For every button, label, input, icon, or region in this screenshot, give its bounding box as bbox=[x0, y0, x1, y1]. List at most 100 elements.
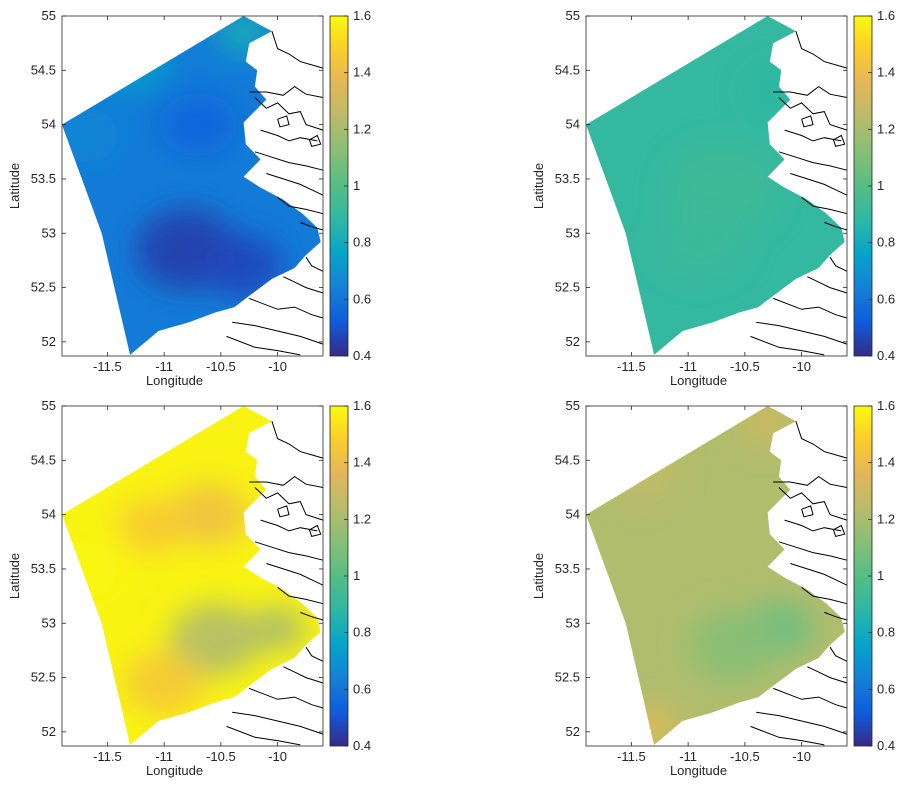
x-axis-label-2: Longitude bbox=[670, 373, 727, 388]
colorbar-tick-label-1: 1.6 bbox=[353, 8, 371, 23]
heatmap-pattern-3-5 bbox=[118, 498, 187, 553]
heatmap-pattern-3-1 bbox=[169, 603, 261, 676]
colorbar-2: 0.4 0.6 0.8 1 1.2 1.4 1.6 bbox=[853, 8, 895, 363]
colorbar-tick-label-2: 1.6 bbox=[877, 8, 895, 23]
x-tick-label-1: -11 bbox=[155, 359, 173, 374]
colorbar-tick-label-4: 0.4 bbox=[877, 738, 895, 753]
colorbar-tick-label-4: 0.8 bbox=[877, 625, 895, 640]
y-tick-label-1: 55 bbox=[42, 8, 56, 23]
colorbar-tick-label-3: 1.6 bbox=[353, 398, 371, 413]
y-tick-label-3: 52.5 bbox=[31, 670, 56, 685]
y-tick-label-3: 53 bbox=[42, 615, 56, 630]
axes-frame-2 bbox=[585, 15, 848, 357]
y-tick-label-2: 52.5 bbox=[555, 280, 580, 295]
colorbar-3: 0.4 0.6 0.8 1 1.2 1.4 1.6 bbox=[329, 398, 371, 753]
y-tick-label-2: 54 bbox=[566, 117, 580, 132]
coastline-4 bbox=[750, 421, 848, 746]
y-tick-label-2: 53 bbox=[566, 225, 580, 240]
colorbar-tick-label-4: 1.2 bbox=[877, 511, 895, 526]
y-tick-label-4: 52.5 bbox=[555, 670, 580, 685]
colorbar-tick-label-4: 1.4 bbox=[877, 455, 895, 470]
y-tick-label-4: 53 bbox=[566, 615, 580, 630]
coastline-3 bbox=[226, 421, 324, 746]
x-tick-label-1: -11.5 bbox=[93, 359, 122, 374]
colorbar-tick-label-1: 1.2 bbox=[353, 121, 371, 136]
panel-2: -11.5 -11 -10.5 -10 52 52.5 53 53.5 54 54.5 55 Long… bbox=[531, 8, 895, 388]
y-tick-label-1: 54 bbox=[42, 117, 56, 132]
y-tick-label-3: 54.5 bbox=[31, 452, 56, 467]
heatmap-pattern-4-2 bbox=[688, 608, 779, 682]
x-tick-label-4: -10 bbox=[792, 749, 811, 764]
y-tick-label-1: 54.5 bbox=[31, 62, 56, 77]
colorbar-tick-label-4: 1.6 bbox=[877, 398, 895, 413]
heatmap-pattern-1-4 bbox=[90, 27, 170, 92]
y-axis-label-1: Latitude bbox=[7, 163, 22, 209]
coastline-2 bbox=[750, 31, 848, 356]
coastline-1 bbox=[226, 31, 324, 356]
panel-4: -11.5 -11 -10.5 -10 52 52.5 53 53.5 54 54.5 55 Long… bbox=[531, 398, 895, 778]
x-tick-label-2: -11 bbox=[679, 359, 697, 374]
x-axis-label-4: Longitude bbox=[670, 763, 727, 778]
heatmap-field-3 bbox=[62, 406, 321, 745]
x-tick-label-4: -11.5 bbox=[617, 749, 646, 764]
heatmap-field-1 bbox=[62, 16, 321, 355]
colorbar-tick-label-2: 1.2 bbox=[877, 121, 895, 136]
colorbar-tick-label-3: 0.8 bbox=[353, 625, 371, 640]
heatmap-pattern-3-2 bbox=[249, 605, 306, 652]
y-axis-label-2: Latitude bbox=[531, 163, 546, 209]
axes-frame-1 bbox=[61, 15, 324, 357]
colorbar-tick-label-2: 0.6 bbox=[877, 291, 895, 306]
y-tick-label-1: 52.5 bbox=[31, 280, 56, 295]
heatmap-pattern-4-5 bbox=[608, 443, 677, 499]
y-tick-label-3: 55 bbox=[42, 398, 56, 413]
y-tick-label-2: 54.5 bbox=[555, 62, 580, 77]
colorbar-tick-label-3: 1.2 bbox=[353, 511, 371, 526]
y-tick-label-4: 54.5 bbox=[555, 452, 580, 467]
x-tick-label-3: -11 bbox=[155, 749, 173, 764]
heatmap-pattern-3-6 bbox=[62, 541, 119, 597]
colorbar-tick-label-3: 1 bbox=[353, 568, 360, 583]
y-tick-label-4: 53.5 bbox=[555, 561, 580, 576]
heatmap-pattern-1-2 bbox=[203, 234, 284, 298]
axes-frame-4 bbox=[585, 405, 848, 747]
x-tick-label-2: -10.5 bbox=[730, 359, 760, 374]
x-tick-label-2: -10 bbox=[792, 359, 811, 374]
colorbar-tick-label-3: 0.6 bbox=[353, 681, 371, 696]
x-tick-label-4: -11 bbox=[679, 749, 697, 764]
x-tick-label-2: -11.5 bbox=[617, 359, 646, 374]
y-tick-label-3: 54 bbox=[42, 507, 56, 522]
y-axis-label-3: Latitude bbox=[7, 553, 22, 599]
x-axis-label-3: Longitude bbox=[146, 763, 203, 778]
y-tick-label-2: 52 bbox=[566, 334, 580, 349]
panel-3: -11.5 -11 -10.5 -10 52 52.5 53 53.5 54 54.5 55 Long… bbox=[7, 398, 371, 778]
x-axis-label-1: Longitude bbox=[146, 373, 203, 388]
y-tick-label-2: 53.5 bbox=[555, 171, 580, 186]
heatmap-pattern-3-4 bbox=[169, 482, 250, 547]
colorbar-1: 0.4 0.6 0.8 1 1.2 1.4 1.6 bbox=[329, 8, 371, 363]
colorbar-tick-label-3: 0.4 bbox=[353, 738, 371, 753]
y-axis-label-4: Latitude bbox=[531, 553, 546, 599]
colorbar-tick-label-2: 1.4 bbox=[877, 65, 895, 80]
y-tick-label-3: 53.5 bbox=[31, 561, 56, 576]
x-tick-label-4: -10.5 bbox=[730, 749, 760, 764]
colorbar-tick-label-4: 0.6 bbox=[877, 681, 895, 696]
x-tick-label-3: -10 bbox=[268, 749, 287, 764]
y-tick-label-3: 52 bbox=[42, 724, 56, 739]
heatmap-pattern-3-3 bbox=[124, 651, 204, 715]
heatmap-pattern-4-4 bbox=[739, 406, 796, 445]
y-tick-label-1: 53 bbox=[42, 225, 56, 240]
y-tick-label-4: 54 bbox=[566, 507, 580, 522]
colorbar-tick-label-1: 0.6 bbox=[353, 291, 371, 306]
y-tick-label-2: 55 bbox=[566, 8, 580, 23]
colorbar-tick-label-2: 0.8 bbox=[877, 235, 895, 250]
colorbar-tick-label-1: 0.4 bbox=[353, 348, 371, 363]
colorbar-tick-label-4: 1 bbox=[877, 568, 884, 583]
x-tick-label-1: -10 bbox=[268, 359, 287, 374]
colorbar-tick-label-2: 1 bbox=[877, 178, 884, 193]
heatmap-pattern-1-6 bbox=[62, 108, 119, 163]
axes-frame-3 bbox=[61, 405, 324, 747]
heatmap-pattern-1-5 bbox=[215, 16, 272, 55]
heatmap-base-4 bbox=[586, 406, 845, 745]
heatmap-pattern-4-3 bbox=[631, 708, 677, 745]
